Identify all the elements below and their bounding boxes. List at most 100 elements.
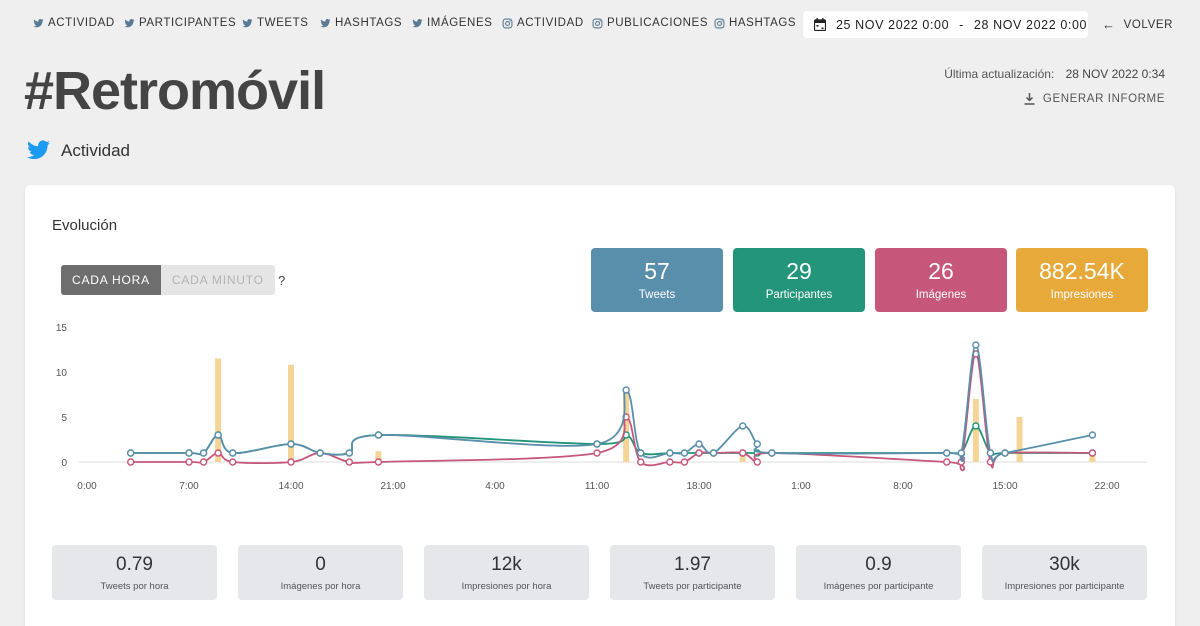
twitter-icon [242, 18, 253, 27]
date-to: 28 NOV 2022 0:00 [973, 17, 1088, 32]
metric-impresiones-por-participante: 30k Impresiones por participante [982, 545, 1147, 600]
metric-label: Imágenes por hora [280, 581, 361, 592]
x-tick-label: 22:00 [1094, 481, 1119, 492]
series-point-tweets [957, 449, 965, 457]
series-point-imágenes [753, 458, 761, 466]
nav-label: HASHTAGS [335, 17, 403, 29]
metric-label: Impresiones por hora [461, 581, 552, 592]
evolution-chart[interactable]: 0 5 10 15 0:00 7:00 14:00 21:00 4:00 11:00 18:00 1:… [35, 320, 1155, 495]
y-tick-label: 0 [61, 458, 67, 469]
metric-value: 0.79 [116, 554, 153, 575]
stat-label: Participantes [765, 289, 833, 301]
series-point-imágenes [1088, 449, 1097, 457]
series-point-imágenes [287, 458, 295, 466]
calendar-icon [814, 18, 826, 31]
impresiones-bar [972, 399, 979, 462]
series-point-imágenes [185, 458, 193, 466]
series-point-tweets [753, 440, 761, 448]
x-tick-label: 0:00 [77, 481, 97, 492]
series-point-tweets [666, 449, 674, 457]
nav-item-instagram-hashtags[interactable]: HASHTAGS [714, 17, 796, 29]
stat-value: 29 [786, 258, 812, 284]
metric-tweets-por-hora: 0.79 Tweets por hora [52, 545, 217, 600]
toggle-hourly[interactable]: CADA HORA [61, 265, 161, 295]
series-point-tweets [374, 431, 383, 439]
twitter-icon [320, 18, 331, 27]
x-tick-label: 11:00 [585, 481, 610, 492]
series-point-imágenes [214, 449, 222, 457]
metric-imagenes-por-hora: 0 Imágenes por hora [238, 545, 403, 600]
metric-label: Tweets por participante [643, 581, 742, 592]
series-point-tweets [695, 440, 703, 448]
nav-item-twitter-hashtags[interactable]: HASHTAGS [320, 17, 402, 29]
toggle-minutely[interactable]: CADA MINUTO [160, 265, 275, 295]
y-tick-label: 5 [61, 413, 67, 424]
series-point-imágenes [739, 449, 747, 457]
series-point-imágenes [374, 458, 383, 466]
series-point-tweets [593, 440, 601, 448]
x-tick-label: 7:00 [179, 481, 199, 492]
section-title: Actividad [61, 140, 130, 160]
back-label: VOLVER [1123, 18, 1174, 31]
series-point-tweets [214, 431, 222, 439]
twitter-icon [33, 18, 44, 27]
stat-label: Impresiones [1050, 289, 1114, 301]
stat-tweets[interactable]: 57 Tweets [591, 248, 723, 312]
stat-impresiones[interactable]: 882.54K Impresiones [1016, 248, 1148, 312]
nav-item-twitter-participantes[interactable]: PARTICIPANTES [124, 17, 236, 29]
series-point-tweets [943, 449, 951, 457]
metric-value: 1.97 [674, 554, 711, 575]
series-point-tweets [127, 449, 135, 457]
date-from: 25 NOV 2022 0:00 [836, 17, 950, 32]
series-point-imágenes [127, 458, 135, 466]
nav-item-twitter-actividad[interactable]: ACTIVIDAD [33, 17, 115, 29]
series-point-imágenes [695, 449, 703, 457]
series-point-tweets [709, 449, 718, 457]
nav-item-instagram-actividad[interactable]: ACTIVIDAD [502, 17, 584, 29]
last-updated: Última actualización: 28 NOV 2022 0:34 [944, 67, 1165, 81]
metric-impresiones-por-hora: 12k Impresiones por hora [424, 545, 589, 600]
instagram-icon [714, 18, 725, 28]
series-point-imágenes [637, 458, 645, 466]
impresiones-bar [215, 358, 222, 462]
x-tick-label: 4:00 [485, 481, 505, 492]
series-point-imágenes [943, 458, 951, 466]
series-point-imágenes [199, 458, 208, 466]
stat-participantes[interactable]: 29 Participantes [733, 248, 865, 312]
series-point-tweets [345, 449, 353, 457]
help-button[interactable]: ? [278, 273, 286, 288]
instagram-icon [592, 18, 603, 28]
nav-label: IMÁGENES [427, 17, 493, 29]
series-point-imágenes [345, 458, 353, 466]
metric-label: Tweets por hora [100, 581, 169, 592]
date-range-picker[interactable]: 25 NOV 2022 0:00 - 28 NOV 2022 0:00 [803, 11, 1088, 38]
series-point-tweets [739, 422, 747, 430]
x-tick-label: 21:00 [380, 481, 405, 492]
series-point-tweets [316, 449, 324, 457]
stat-value: 57 [644, 258, 670, 284]
generate-report-label: GENERAR INFORME [1042, 93, 1165, 105]
stat-imagenes[interactable]: 26 Imágenes [875, 248, 1007, 312]
metric-value: 0 [315, 554, 326, 575]
stat-value: 26 [928, 258, 954, 284]
series-point-tweets [680, 449, 689, 457]
twitter-icon [124, 18, 135, 27]
page-title: #Retromóvil [24, 61, 326, 121]
generate-report-button[interactable]: GENERAR INFORME [1024, 93, 1165, 105]
series-point-tweets [1088, 431, 1097, 439]
series-point-imágenes [666, 458, 674, 466]
back-button[interactable]: ← VOLVER [1102, 17, 1173, 32]
x-tick-label: 1:00 [791, 481, 811, 492]
nav-label: PUBLICACIONES [607, 17, 709, 29]
series-point-tweets [287, 440, 295, 448]
instagram-icon [502, 18, 513, 28]
nav-item-instagram-publicaciones[interactable]: PUBLICACIONES [592, 17, 708, 29]
twitter-icon [27, 140, 50, 160]
stat-label: Tweets [638, 289, 676, 301]
nav-item-twitter-imagenes[interactable]: IMÁGENES [412, 17, 493, 29]
series-point-tweets [622, 386, 630, 394]
metric-label: Imágenes por participante [823, 581, 934, 592]
stat-value: 882.54K [1039, 258, 1125, 284]
nav-item-twitter-tweets[interactable]: TWEETS [242, 17, 309, 29]
x-tick-label: 14:00 [278, 481, 303, 492]
